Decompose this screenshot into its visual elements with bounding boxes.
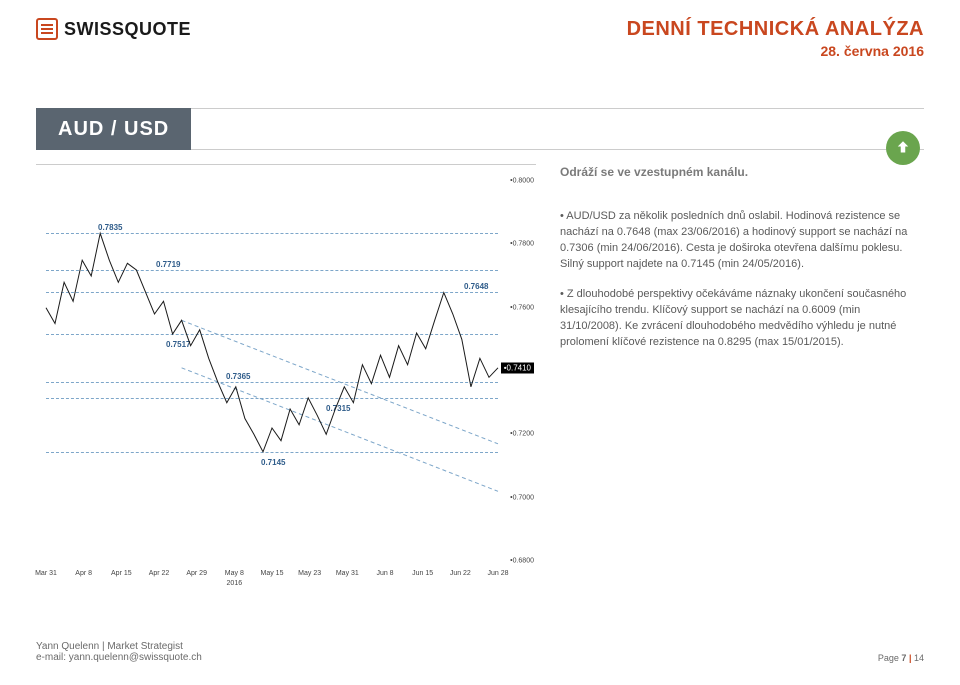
analysis-column: Odráží se ve vzestupném kanálu. • AUD/US… xyxy=(536,164,924,635)
page-footer: Yann Quelenn | Market Strategist e-mail:… xyxy=(36,641,924,663)
pair-title-bar: AUD / USD xyxy=(36,108,924,150)
author-email: e-mail: yann.quelenn@swissquote.ch xyxy=(36,652,202,663)
report-title: DENNÍ TECHNICKÁ ANALÝZA xyxy=(627,18,924,41)
content-row: •0.6800•0.7000•0.7200•0.7600•0.7800•0.80… xyxy=(36,164,924,635)
logo-icon xyxy=(36,18,58,40)
trend-up-icon xyxy=(886,131,920,165)
chart-column: •0.6800•0.7000•0.7200•0.7600•0.7800•0.80… xyxy=(36,164,536,635)
paragraph-1: • AUD/USD za několik posledních dnů osla… xyxy=(560,209,924,273)
page-number: Page 7 | 14 xyxy=(878,653,924,663)
chart-svg xyxy=(36,171,536,601)
author-block: Yann Quelenn | Market Strategist e-mail:… xyxy=(36,641,202,663)
logo: SWISSQUOTE xyxy=(36,18,191,40)
report-title-block: DENNÍ TECHNICKÁ ANALÝZA 28. června 2016 xyxy=(627,18,924,59)
paragraph-2: • Z dlouhodobé perspektivy očekáváme náz… xyxy=(560,287,924,351)
logo-text: SWISSQUOTE xyxy=(64,19,191,40)
title-rule xyxy=(191,108,924,150)
page-header: SWISSQUOTE DENNÍ TECHNICKÁ ANALÝZA 28. č… xyxy=(36,18,924,59)
summary-line: Odráží se ve vzestupném kanálu. xyxy=(560,164,924,181)
report-date: 28. června 2016 xyxy=(627,43,924,59)
author-name: Yann Quelenn | Market Strategist xyxy=(36,641,202,652)
price-chart: •0.6800•0.7000•0.7200•0.7600•0.7800•0.80… xyxy=(36,171,536,601)
pair-name: AUD / USD xyxy=(36,108,191,150)
